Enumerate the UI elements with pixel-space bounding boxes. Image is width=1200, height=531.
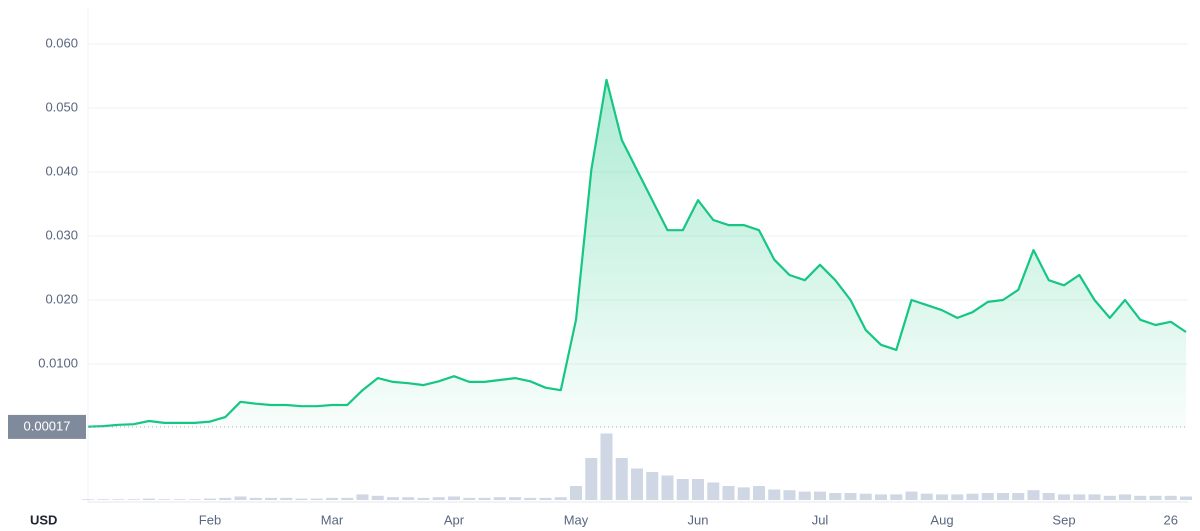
volume-bar <box>188 499 201 500</box>
volume-bar <box>173 499 186 500</box>
volume-bar <box>432 497 445 500</box>
x-tick-label: May <box>564 512 589 527</box>
volume-bar <box>219 497 232 500</box>
y-unit: USD <box>30 512 57 527</box>
volume-bar <box>1134 495 1147 500</box>
volume-bar <box>493 497 506 500</box>
x-tick-label: Aug <box>930 512 953 527</box>
volume-bar <box>585 458 598 500</box>
volume-bar <box>310 498 323 500</box>
x-tick-label: Feb <box>199 512 221 527</box>
volume-bar <box>1027 490 1040 500</box>
volume-bar <box>753 486 765 500</box>
volume-bar <box>920 493 933 500</box>
volume-bar <box>97 499 110 500</box>
volume-bar <box>1149 495 1162 500</box>
volume-bar <box>1058 494 1070 500</box>
volume-bar <box>402 497 415 500</box>
volume-bar <box>1042 493 1055 500</box>
volume-bar <box>631 468 643 500</box>
x-tick-label: Mar <box>321 512 344 527</box>
volume-bar <box>936 494 948 500</box>
volume-bar <box>692 479 704 500</box>
volume-bar <box>676 479 689 500</box>
volume-bar <box>158 499 171 500</box>
volume-bar <box>1103 495 1116 500</box>
volume-bar <box>280 497 293 500</box>
volume-bar <box>737 487 750 500</box>
volume-bar <box>814 491 826 500</box>
reference-box <box>8 414 86 439</box>
y-tick-label: 0.030 <box>45 227 78 242</box>
volume-bar <box>417 497 430 500</box>
volume-bar <box>371 495 384 500</box>
volume-bar <box>326 497 338 500</box>
volume-bar <box>1164 495 1177 500</box>
volume-bar <box>539 497 552 500</box>
volume-bar <box>1012 493 1025 500</box>
volume-bar <box>509 497 521 500</box>
volume-bar <box>143 498 155 500</box>
volume-bar <box>981 493 994 500</box>
volume-bar <box>82 499 94 500</box>
reference-label: 0.00017 <box>24 418 71 433</box>
y-tick-label: 0.060 <box>45 35 78 50</box>
volume-bar <box>600 433 613 500</box>
volume-bar <box>768 489 781 500</box>
volume-bar <box>1119 494 1131 500</box>
volume-bar <box>875 494 887 500</box>
x-tick-label: Sep <box>1052 512 1075 527</box>
volume-bar <box>661 475 674 500</box>
x-tick-label: 26 <box>1164 512 1178 527</box>
volume-bar <box>905 491 918 500</box>
volume-bar <box>997 493 1009 500</box>
volume-bar <box>722 486 735 500</box>
y-tick-label: 0.040 <box>45 163 78 178</box>
price-line <box>87 78 1187 428</box>
y-tick-label: 0.050 <box>45 99 78 114</box>
volume-bar <box>859 493 872 500</box>
volume-bar <box>783 490 796 500</box>
volume-bar <box>1073 494 1086 500</box>
volume-bar <box>127 499 140 500</box>
volume-bar <box>249 497 262 500</box>
volume-bar <box>204 498 216 500</box>
volume-bar <box>341 497 354 500</box>
volume-bar <box>463 497 476 500</box>
volume-bar <box>295 498 308 500</box>
volume-bar <box>707 482 720 500</box>
x-tick-label: Jun <box>688 512 709 527</box>
volume-bar <box>554 497 567 500</box>
x-tick-label: Apr <box>444 512 465 527</box>
volume-bar <box>890 494 903 500</box>
volume-bar <box>829 493 842 500</box>
x-tick-label: Jul <box>812 512 829 527</box>
volume-bar <box>448 496 460 500</box>
y-tick-label: 0.020 <box>45 291 78 306</box>
volume-bar <box>356 494 369 500</box>
y-tick-label: 0.0100 <box>38 355 78 370</box>
volume-bar <box>1088 494 1101 500</box>
volume-bar <box>524 497 537 500</box>
volume-bar <box>1180 496 1192 500</box>
volume-bar <box>387 497 399 500</box>
volume-bar <box>798 491 811 500</box>
volume-bar <box>966 493 979 500</box>
volume-bar <box>265 497 277 500</box>
volume-bar <box>112 499 125 500</box>
area <box>88 79 1186 429</box>
volume-bar <box>570 486 582 500</box>
volume-bar <box>615 458 628 500</box>
volume-bar <box>478 497 491 500</box>
volume-bar <box>951 494 964 500</box>
volume-bar <box>234 496 247 500</box>
volume-bar <box>844 493 857 500</box>
volume-bar <box>646 472 659 500</box>
